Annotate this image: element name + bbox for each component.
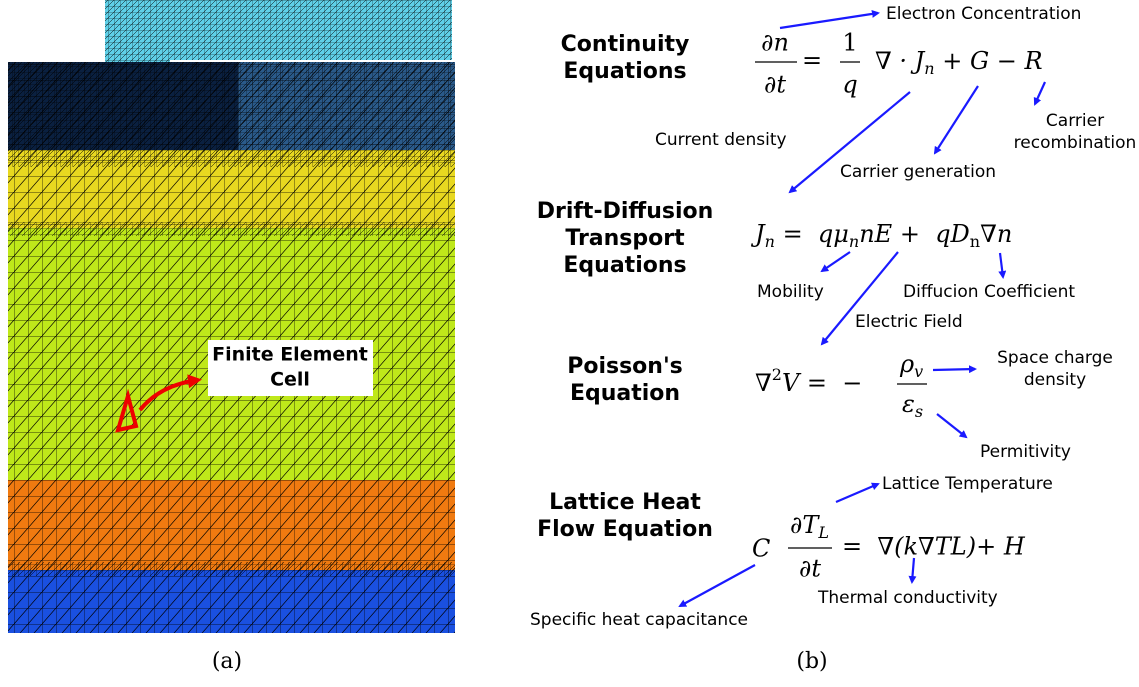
eq-title: Lattice Heat — [549, 490, 701, 515]
annotation: Carrier — [1046, 111, 1104, 131]
eq-title: Drift-Diffusion — [537, 199, 714, 224]
eq-part: ε — [902, 390, 915, 418]
eq-sup: 2 — [772, 365, 782, 384]
eq-part: nE + qD — [859, 220, 970, 248]
eq-part: V = − — [782, 369, 862, 397]
eq-part: + G − R — [935, 47, 1043, 75]
equation: ∂t — [799, 555, 821, 583]
eq-title: Transport — [565, 226, 685, 251]
annotation: Current density — [655, 130, 787, 150]
equation: ∇2V = − — [755, 365, 862, 397]
annotation: Mobility — [757, 282, 824, 302]
eq-part: ∇ · J — [875, 47, 926, 75]
eq-title: Poisson's — [567, 354, 683, 379]
eq-title: Flow Equation — [537, 517, 713, 542]
oxide-mesh — [105, 0, 452, 62]
arrow — [820, 251, 899, 346]
mesh-panel: Finite Element Cell — [8, 0, 455, 633]
fine-mesh-mid — [8, 222, 455, 236]
arrow — [788, 91, 911, 194]
eq-title: Equations — [563, 59, 686, 84]
arrow — [779, 9, 880, 30]
arrow — [678, 564, 756, 607]
eq-title: Equations — [563, 253, 686, 278]
eq-part: = qμ — [775, 220, 849, 248]
arrow — [998, 252, 1007, 279]
caption: (a) — [212, 649, 242, 674]
eq-part: ∇ — [755, 369, 772, 397]
eq-part: ∇n — [980, 220, 1012, 248]
annotation: Diffucion Coefficient — [903, 282, 1075, 302]
arrow — [908, 557, 917, 584]
equation: q — [842, 71, 857, 99]
equation: = ∇(k∇TL)+ H — [842, 533, 1026, 561]
arrow — [835, 482, 880, 504]
eq-sub: v — [914, 362, 923, 381]
annotation: Space charge — [997, 348, 1113, 368]
eq-title: Equation — [570, 381, 680, 406]
cell-highlight — [115, 388, 139, 433]
equation: Jn = qμnnE + qDn∇n — [750, 220, 1012, 251]
annotation: Permitivity — [980, 442, 1071, 462]
eq-title: Continuity — [561, 32, 690, 57]
annotation: Electron Concentration — [886, 4, 1081, 24]
eq-sub: L — [817, 523, 829, 542]
eq-part: ρ — [899, 350, 914, 378]
callout-text: Finite Element — [212, 344, 368, 366]
callout-arrow — [138, 374, 202, 412]
callout-box — [208, 340, 373, 396]
equation: = — [802, 47, 822, 75]
annotation: density — [1024, 370, 1086, 390]
annotation: Electric Field — [855, 312, 963, 332]
eq-sub: n — [970, 232, 980, 251]
equation: ρv — [899, 350, 923, 381]
fine-mesh-low — [8, 562, 455, 576]
annotation: Specific heat capacitance — [530, 610, 748, 630]
arrow — [1033, 81, 1047, 106]
annotation: Carrier generation — [840, 162, 996, 182]
equation: ∂t — [764, 71, 786, 99]
arrow — [932, 365, 977, 374]
caption: (b) — [796, 649, 827, 674]
equation: ∂n — [761, 29, 789, 57]
equation: ∇ · Jn + G − R — [875, 47, 1043, 78]
equation: ∂TL — [790, 511, 829, 542]
eq-sub: s — [915, 402, 923, 421]
annotation: Thermal conductivity — [817, 588, 998, 608]
equation: 1 — [842, 29, 857, 57]
eq-sub: n — [765, 232, 775, 251]
arrow — [936, 413, 968, 439]
equation: C — [752, 535, 770, 563]
callout-text: Cell — [270, 369, 310, 391]
annotation: recombination — [1014, 133, 1137, 153]
equation: εs — [902, 390, 923, 421]
eq-part: ∂T — [790, 511, 820, 539]
arrow — [820, 251, 851, 273]
annotation: Lattice Temperature — [882, 474, 1053, 494]
eq-sub: n — [849, 232, 859, 251]
fine-mesh-top — [8, 62, 455, 167]
eq-sub: n — [924, 59, 934, 78]
arrow — [933, 85, 979, 155]
eq-part: J — [750, 220, 766, 248]
